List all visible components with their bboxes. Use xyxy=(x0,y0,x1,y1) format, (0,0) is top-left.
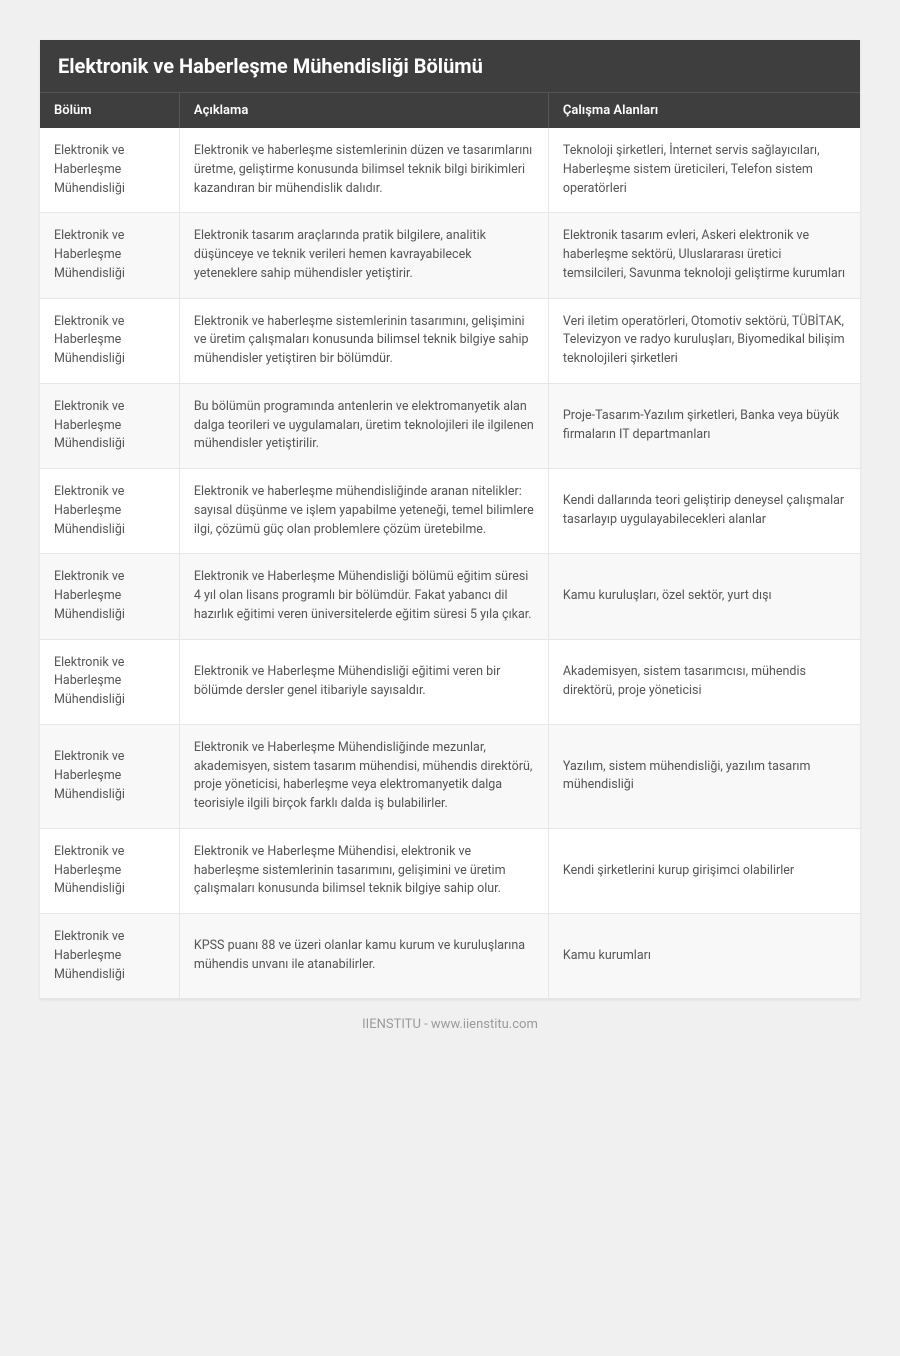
page-title: Elektronik ve Haberleşme Mühendisliği Bö… xyxy=(40,40,860,93)
column-header-aciklama: Açıklama xyxy=(179,93,548,128)
cell-alan: Kamu kuruluşları, özel sektör, yurt dışı xyxy=(548,554,860,639)
cell-alan: Proje-Tasarım-Yazılım şirketleri, Banka … xyxy=(548,383,860,468)
cell-bolum: Elektronik ve Haberleşme Mühendisliği xyxy=(40,383,179,468)
cell-aciklama: Elektronik ve haberleşme sistemlerinin d… xyxy=(179,128,548,213)
cell-bolum: Elektronik ve Haberleşme Mühendisliği xyxy=(40,914,179,999)
cell-aciklama: Elektronik ve haberleşme mühendisliğinde… xyxy=(179,469,548,554)
cell-alan: Yazılım, sistem mühendisliği, yazılım ta… xyxy=(548,724,860,828)
data-table: Bölüm Açıklama Çalışma Alanları Elektron… xyxy=(40,93,860,999)
cell-bolum: Elektronik ve Haberleşme Mühendisliği xyxy=(40,469,179,554)
cell-bolum: Elektronik ve Haberleşme Mühendisliği xyxy=(40,298,179,383)
cell-aciklama: Elektronik ve haberleşme sistemlerinin t… xyxy=(179,298,548,383)
table-row: Elektronik ve Haberleşme Mühendisliği El… xyxy=(40,298,860,383)
column-header-bolum: Bölüm xyxy=(40,93,179,128)
cell-bolum: Elektronik ve Haberleşme Mühendisliği xyxy=(40,639,179,724)
cell-alan: Kendi şirketlerini kurup girişimci olabi… xyxy=(548,828,860,913)
table-row: Elektronik ve Haberleşme Mühendisliği El… xyxy=(40,554,860,639)
cell-alan: Veri iletim operatörleri, Otomotiv sektö… xyxy=(548,298,860,383)
cell-aciklama: Elektronik ve Haberleşme Mühendisi, elek… xyxy=(179,828,548,913)
document-card: Elektronik ve Haberleşme Mühendisliği Bö… xyxy=(40,40,860,999)
cell-aciklama: Elektronik ve Haberleşme Mühendisliğinde… xyxy=(179,724,548,828)
cell-bolum: Elektronik ve Haberleşme Mühendisliği xyxy=(40,554,179,639)
cell-bolum: Elektronik ve Haberleşme Mühendisliği xyxy=(40,128,179,213)
table-row: Elektronik ve Haberleşme Mühendisliği El… xyxy=(40,213,860,298)
table-row: Elektronik ve Haberleşme Mühendisliği KP… xyxy=(40,914,860,999)
table-row: Elektronik ve Haberleşme Mühendisliği El… xyxy=(40,639,860,724)
cell-alan: Akademisyen, sistem tasarımcısı, mühendi… xyxy=(548,639,860,724)
cell-bolum: Elektronik ve Haberleşme Mühendisliği xyxy=(40,213,179,298)
column-header-alan: Çalışma Alanları xyxy=(548,93,860,128)
table-body: Elektronik ve Haberleşme Mühendisliği El… xyxy=(40,128,860,999)
table-row: Elektronik ve Haberleşme Mühendisliği El… xyxy=(40,828,860,913)
cell-aciklama: KPSS puanı 88 ve üzeri olanlar kamu kuru… xyxy=(179,914,548,999)
cell-aciklama: Elektronik ve Haberleşme Mühendisliği bö… xyxy=(179,554,548,639)
cell-aciklama: Elektronik ve Haberleşme Mühendisliği eğ… xyxy=(179,639,548,724)
cell-bolum: Elektronik ve Haberleşme Mühendisliği xyxy=(40,724,179,828)
cell-alan: Kamu kurumları xyxy=(548,914,860,999)
cell-aciklama: Bu bölümün programında antenlerin ve ele… xyxy=(179,383,548,468)
table-row: Elektronik ve Haberleşme Mühendisliği Bu… xyxy=(40,383,860,468)
table-row: Elektronik ve Haberleşme Mühendisliği El… xyxy=(40,469,860,554)
cell-bolum: Elektronik ve Haberleşme Mühendisliği xyxy=(40,828,179,913)
table-row: Elektronik ve Haberleşme Mühendisliği El… xyxy=(40,128,860,213)
cell-alan: Teknoloji şirketleri, İnternet servis sa… xyxy=(548,128,860,213)
cell-alan: Elektronik tasarım evleri, Askeri elektr… xyxy=(548,213,860,298)
table-header-row: Bölüm Açıklama Çalışma Alanları xyxy=(40,93,860,128)
footer-text: IIENSTITU - www.iienstitu.com xyxy=(40,999,860,1032)
cell-aciklama: Elektronik tasarım araçlarında pratik bi… xyxy=(179,213,548,298)
cell-alan: Kendi dallarında teori geliştirip deneys… xyxy=(548,469,860,554)
table-row: Elektronik ve Haberleşme Mühendisliği El… xyxy=(40,724,860,828)
